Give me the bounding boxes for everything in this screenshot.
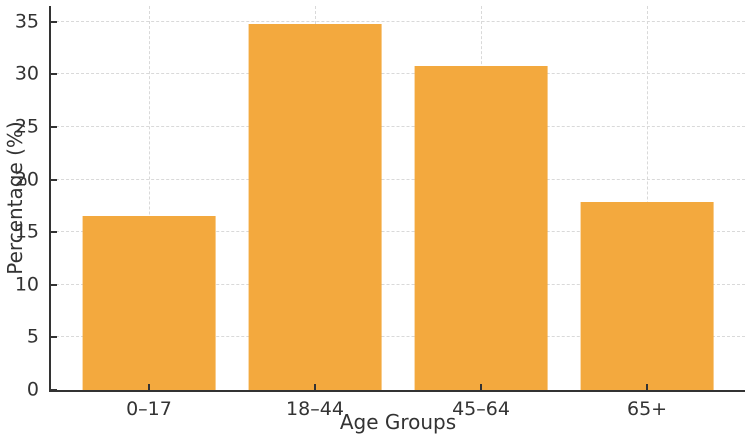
horizontal-gridline	[51, 231, 745, 233]
y-tick-label: 25	[14, 115, 39, 138]
x-axis-spine	[49, 390, 745, 392]
y-tick-mark	[51, 178, 57, 181]
horizontal-gridline	[51, 73, 745, 75]
horizontal-gridline	[51, 178, 745, 180]
bar	[580, 201, 714, 390]
x-tick-mark	[646, 384, 649, 390]
bar	[248, 23, 382, 390]
y-tick-label: 30	[14, 62, 39, 85]
y-tick-label: 10	[14, 273, 39, 296]
horizontal-gridline	[51, 20, 745, 22]
y-tick-mark	[51, 336, 57, 339]
plot-area: 0 5 10 15 20 25 30 35 0–17 18–44 45–64 65+	[15, 6, 745, 419]
horizontal-gridline	[51, 126, 745, 127]
vertical-gridline	[647, 6, 649, 390]
horizontal-gridline	[51, 336, 745, 338]
vertical-gridline	[148, 6, 150, 390]
y-tick-label: 15	[14, 220, 39, 243]
y-tick-label: 35	[14, 10, 39, 33]
x-tick-mark	[147, 384, 150, 390]
horizontal-gridline	[51, 283, 745, 285]
y-tick-mark	[51, 126, 57, 128]
y-axis-label-text: Percentage (%)	[3, 121, 27, 275]
y-tick-label: 20	[14, 168, 39, 191]
bar	[414, 65, 548, 390]
y-tick-label: 5	[26, 325, 39, 348]
x-tick-mark	[480, 384, 482, 390]
y-tick-label: 0	[26, 378, 39, 401]
y-tick-mark	[51, 231, 57, 234]
x-tick-mark	[313, 384, 316, 390]
x-tick-label: 18–44	[286, 398, 344, 420]
bar	[82, 216, 216, 390]
y-tick-mark	[51, 20, 57, 23]
y-tick-mark	[51, 389, 57, 391]
y-tick-mark	[51, 283, 57, 286]
y-tick-mark	[51, 73, 57, 76]
x-axis-label: Age Groups	[339, 410, 457, 434]
x-tick-label: 0–17	[126, 398, 172, 420]
y-axis-spine	[49, 6, 51, 392]
x-tick-label: 65+	[626, 398, 668, 420]
x-tick-label: 45–64	[452, 398, 510, 420]
